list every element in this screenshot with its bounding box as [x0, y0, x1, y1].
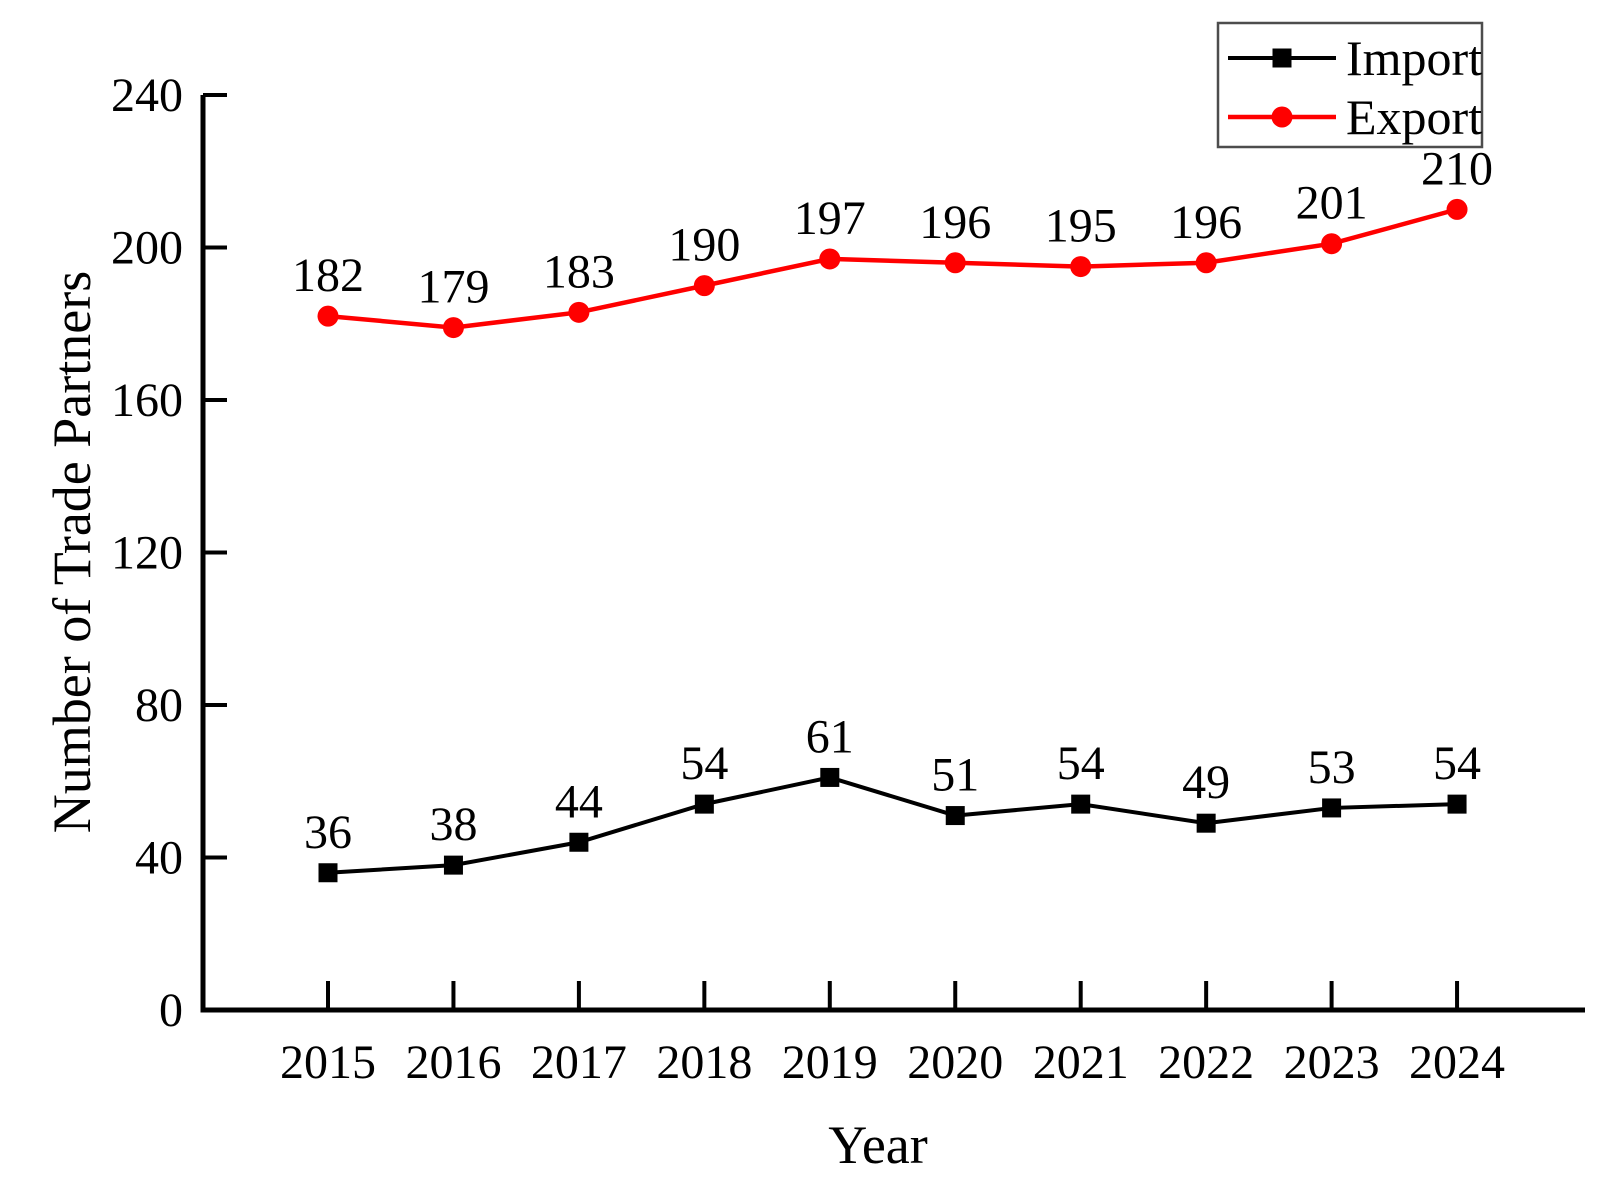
- import-marker: [945, 806, 965, 826]
- export-data-label: 179: [417, 261, 489, 314]
- import-marker: [694, 794, 714, 814]
- export-data-label: 182: [292, 249, 364, 302]
- export-data-label: 196: [1170, 196, 1242, 249]
- x-tick-label: 2015: [280, 1036, 376, 1089]
- export-data-label: 197: [794, 192, 866, 245]
- import-data-label: 36: [304, 806, 352, 859]
- export-marker: [944, 252, 966, 274]
- y-tick-label: 120: [111, 527, 183, 580]
- y-tick-label: 0: [159, 984, 183, 1037]
- legend-box: [1216, 21, 1484, 149]
- export-marker: [1446, 198, 1468, 220]
- export-marker: [1070, 256, 1092, 278]
- import-data-label: 61: [806, 710, 854, 763]
- y-tick-label: 80: [135, 679, 183, 732]
- x-tick-label: 2020: [907, 1036, 1003, 1089]
- x-tick-label: 2023: [1284, 1036, 1380, 1089]
- export-series-line: [327, 207, 1458, 330]
- import-marker: [1071, 794, 1091, 814]
- import-marker: [569, 832, 589, 852]
- import-data-label: 54: [680, 737, 728, 790]
- export-data-label: 190: [668, 219, 740, 272]
- y-axis-title: Number of Trade Partners: [42, 271, 102, 833]
- export-marker: [819, 248, 841, 270]
- import-marker: [318, 863, 338, 883]
- import-data-label: 53: [1308, 741, 1356, 794]
- x-tick-label: 2016: [405, 1036, 501, 1089]
- x-tick-label: 2024: [1409, 1036, 1505, 1089]
- export-data-label: 201: [1296, 177, 1368, 230]
- export-data-label: 210: [1421, 142, 1493, 195]
- legend-export-marker: [1271, 106, 1293, 128]
- x-tick-label: 2017: [531, 1036, 627, 1089]
- export-marker: [568, 301, 590, 323]
- y-tick-label: 200: [111, 222, 183, 275]
- x-tick-label: 2018: [656, 1036, 752, 1089]
- import-marker: [1196, 813, 1216, 833]
- import-marker: [820, 767, 840, 787]
- export-data-label: 183: [543, 245, 615, 298]
- export-marker: [693, 275, 715, 297]
- y-tick-label: 40: [135, 832, 183, 885]
- import-data-label: 54: [1433, 737, 1481, 790]
- import-data-label: 51: [931, 749, 979, 802]
- export-marker: [1195, 252, 1217, 274]
- import-marker: [1322, 798, 1342, 818]
- legend-import-marker: [1272, 48, 1292, 68]
- x-tick-label: 2022: [1158, 1036, 1254, 1089]
- export-marker: [442, 317, 464, 339]
- export-data-label: 196: [919, 196, 991, 249]
- import-marker: [1447, 794, 1467, 814]
- y-tick-label: 160: [111, 374, 183, 427]
- x-tick-label: 2021: [1033, 1036, 1129, 1089]
- import-data-label: 44: [555, 775, 603, 828]
- import-series-line: [327, 775, 1458, 875]
- legend-import-label: Import: [1346, 30, 1482, 86]
- import-data-label: 49: [1182, 756, 1230, 809]
- legend-export-label: Export: [1346, 89, 1482, 145]
- x-tick-label: 2019: [782, 1036, 878, 1089]
- import-marker: [443, 855, 463, 875]
- x-axis-title: Year: [828, 1115, 928, 1175]
- export-data-label: 195: [1045, 200, 1117, 253]
- export-marker: [317, 305, 339, 327]
- import-data-label: 38: [429, 798, 477, 851]
- export-marker: [1321, 233, 1343, 255]
- y-tick-label: 240: [111, 69, 183, 122]
- import-data-label: 54: [1057, 737, 1105, 790]
